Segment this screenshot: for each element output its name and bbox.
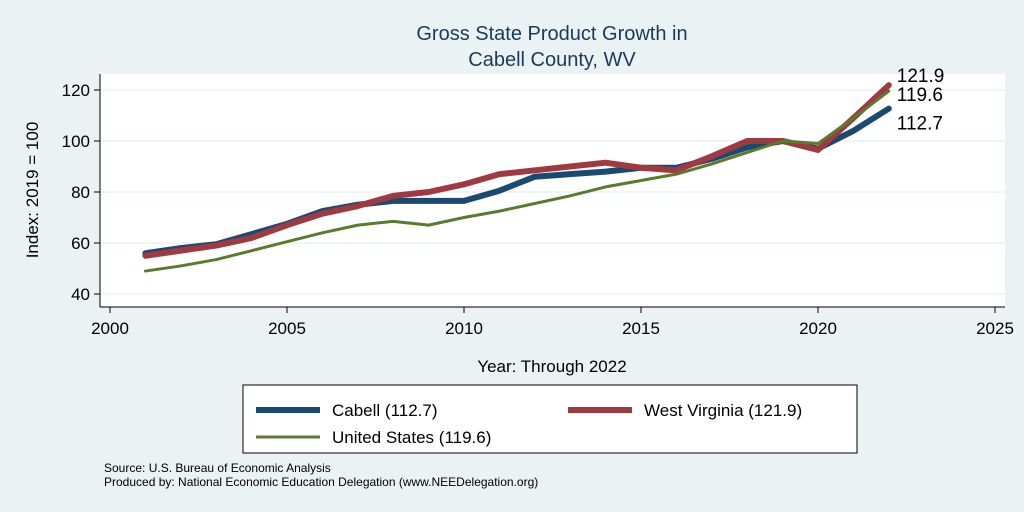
series-line-1 [142,82,892,259]
y-tick-label-100: 100 [62,132,90,151]
legend-label-1: West Virginia (121.9) [644,401,802,420]
y-axis-label: Index: 2019 = 100 [23,122,42,259]
y-tick-label-120: 120 [62,81,90,100]
series-line-2 [143,89,891,273]
x-tick-label-2005: 2005 [268,319,306,338]
x-axis-label: Year: Through 2022 [477,357,626,376]
gridlines [100,89,1005,295]
x-tick-label-2015: 2015 [622,319,660,338]
y-tick-label-80: 80 [71,183,90,202]
axes: 40 60 80 100 120 2000 2005 2010 2015 2020 2025 [62,74,1014,338]
plot-area [100,74,1005,307]
x-tick-label-2000: 2000 [91,319,129,338]
x-tick-label-2020: 2020 [799,319,837,338]
source-line-2: Produced by: National Economic Education… [104,475,538,489]
series-lines [142,82,892,273]
chart-title-line-2: Cabell County, WV [468,49,636,71]
end-label-2: 119.6 [897,85,943,106]
legend-label-2: United States (119.6) [332,428,491,447]
y-tick-label-40: 40 [71,285,90,304]
chart-title-line-1: Gross State Product Growth in [416,23,687,45]
end-label-1: 121.9 [897,66,945,87]
x-tick-label-2010: 2010 [445,319,483,338]
legend-label-0: Cabell (112.7) [332,401,438,420]
x-tick-label-2025: 2025 [976,319,1014,338]
legend: Cabell (112.7) West Virginia (121.9) Unite… [242,384,858,454]
y-tick-label-60: 60 [71,234,90,253]
legend-box [242,384,858,454]
end-label-0: 112.7 [897,114,943,135]
source-line-1: Source: U.S. Bureau of Economic Analysis [104,461,331,475]
